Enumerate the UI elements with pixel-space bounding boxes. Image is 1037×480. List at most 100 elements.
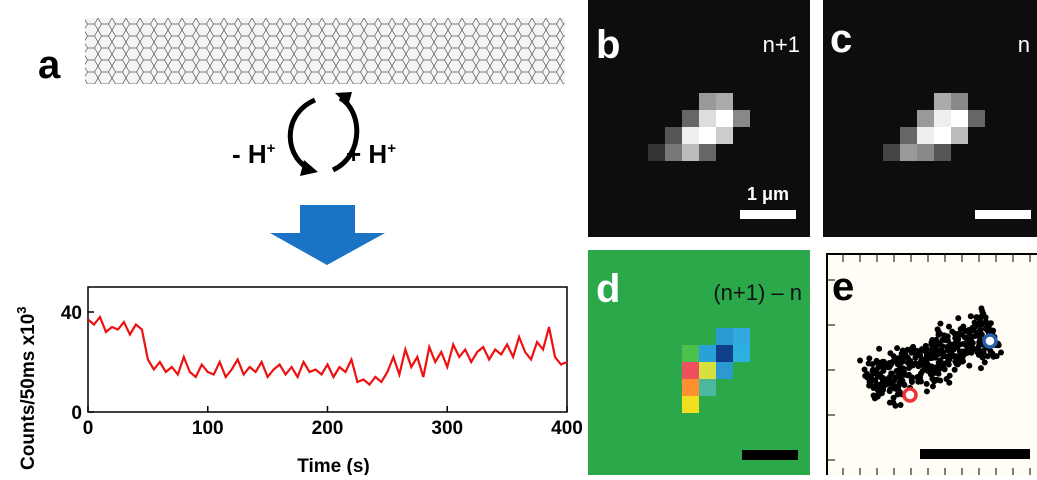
cloud-dot (864, 371, 871, 378)
cloud-dot (894, 357, 901, 364)
cloud-dot (981, 359, 988, 366)
cloud-dot (866, 355, 873, 362)
cloud-dot (951, 366, 958, 373)
cloud-dot (968, 343, 975, 350)
scale-label: 1 μm (747, 184, 789, 204)
y-axis-label-text: Counts/50ms x10 (18, 314, 39, 470)
cloud-dot (909, 345, 916, 352)
cloud-dot (966, 331, 973, 338)
cloud-dot (941, 332, 948, 339)
cloud-dot (912, 354, 919, 361)
cloud-dot (961, 334, 968, 341)
cloud-dot (929, 354, 936, 361)
y-axis-label: Counts/50ms x103 (14, 306, 39, 470)
cloud-dot (948, 350, 955, 357)
cloud-dot (935, 359, 942, 366)
cloud-dot (933, 364, 940, 371)
cloud-dot (955, 315, 962, 322)
cloud-dot (887, 361, 894, 368)
cloud-dot (945, 361, 952, 368)
cloud-dot (928, 339, 935, 346)
scale-bar (740, 210, 796, 219)
cloud-dot (881, 364, 888, 371)
cloud-dot (899, 347, 906, 354)
cloud-dot (929, 383, 936, 390)
x-tick-label: 400 (551, 418, 583, 439)
cloud-dot (953, 332, 960, 339)
blob (648, 93, 750, 161)
cloud-dot (973, 314, 980, 321)
cloud-dot (957, 326, 964, 333)
cloud-dot (942, 337, 949, 344)
panel-c: c n (823, 0, 1037, 237)
x-tick-label: 300 (431, 418, 463, 439)
panel-label: c (830, 17, 852, 61)
reaction-left: - H+ (232, 139, 276, 169)
panel-e: e (823, 250, 1037, 480)
cloud-dot (908, 379, 915, 386)
y-axis-label-sup: 3 (14, 306, 29, 313)
cloud-dot (949, 328, 956, 335)
cloud-dot (952, 353, 959, 360)
cloud-dot (917, 370, 924, 377)
cloud-dot (857, 357, 864, 364)
cloud-dot (971, 319, 978, 326)
cloud-dot (879, 385, 886, 392)
cloud-dot (933, 336, 940, 343)
cloud-dot (886, 399, 893, 406)
cloud-dot (874, 373, 881, 380)
x-tick-label: 100 (192, 418, 224, 439)
cloud-dot (887, 386, 894, 393)
cloud-dot (946, 372, 953, 379)
cloud-dot (987, 320, 994, 327)
cloud-dot (945, 355, 952, 362)
cloud-dot (967, 313, 974, 320)
cloud-dot (861, 366, 868, 373)
cloud-dot (975, 351, 982, 358)
cloud-dot (888, 370, 895, 377)
cloud-dot (975, 347, 982, 354)
frame-label: n+1 (763, 32, 800, 57)
cloud-dot (905, 371, 912, 378)
cloud-dot (878, 390, 885, 397)
x-tick-label: 200 (312, 418, 344, 439)
cloud-dot (951, 340, 958, 347)
cloud-dot (984, 353, 991, 360)
cloud-dot (956, 359, 963, 366)
cloud-dot (923, 347, 930, 354)
cloud-dot (964, 349, 971, 356)
marker-start (902, 387, 918, 403)
cloud-dot (976, 342, 983, 349)
cloud-dot (937, 320, 944, 327)
cloud-dot (866, 382, 873, 389)
cloud-dot (962, 327, 969, 334)
nanotube-lattice (85, 18, 565, 84)
cloud-dot (890, 394, 897, 401)
x-tick-label: 0 (83, 418, 94, 439)
scale-bar (975, 210, 1031, 219)
cloud-dot (873, 381, 880, 388)
cloud-dot (977, 365, 984, 372)
cloud-dot (917, 359, 924, 366)
cloud-dot (990, 327, 997, 334)
y-tick-label: 40 (61, 303, 82, 324)
cloud-dot (895, 383, 902, 390)
cloud-dot (879, 378, 886, 385)
trace-line (87, 314, 568, 387)
arrow-head (300, 160, 318, 176)
cloud-dot (979, 308, 986, 315)
panel-label: b (596, 23, 620, 67)
y-tick-label: 0 (71, 403, 82, 424)
frame-label: n (1018, 32, 1030, 57)
cloud-dot (880, 358, 887, 365)
scale-bar (920, 449, 1030, 459)
marker-end (982, 333, 998, 349)
cloud-dot (934, 351, 941, 358)
cloud-dot (939, 343, 946, 350)
cloud-dot (892, 402, 899, 409)
cloud-dot (980, 349, 987, 356)
cloud-dot (873, 392, 880, 399)
scale-bar (742, 450, 798, 460)
cloud-dot (901, 382, 908, 389)
cloud-dot (894, 345, 901, 352)
